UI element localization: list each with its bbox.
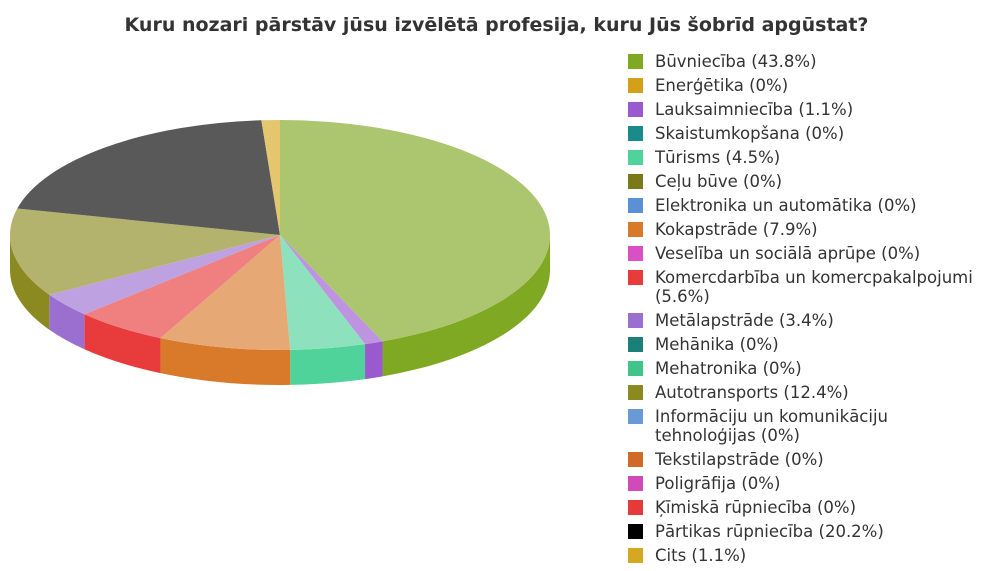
pie-slice-side [160,338,291,386]
chart-title: Kuru nozari pārstāv jūsu izvēlētā profes… [124,14,869,36]
legend-item: Elektronika un automātika (0%) [628,196,973,215]
legend-swatch [628,174,643,189]
legend-label: Autotransports (12.4%) [655,383,849,402]
pie-slice-side [365,341,383,380]
legend-swatch [628,476,643,491]
legend-item: Pārtikas rūpniecība (20.2%) [628,522,973,541]
legend-item: Skaistumkopšana (0%) [628,124,973,143]
legend-swatch [628,126,643,141]
pie-slice [49,235,280,315]
legend-label: Kokapstrāde (7.9%) [655,220,818,239]
legend-swatch [628,102,643,117]
legend-item: Lauksaimniecība (1.1%) [628,100,973,119]
legend-item: Kokapstrāde (7.9%) [628,220,973,239]
pie-slice-side [290,344,366,385]
legend-item: Veselība un sociālā aprūpe (0%) [628,244,973,263]
pie-slice-side [84,314,161,374]
pie-slice [160,235,291,351]
legend-item: Autotransports (12.4%) [628,383,973,402]
legend-label: Lauksaimniecība (1.1%) [655,100,854,119]
legend-swatch [628,270,643,285]
legend-label: Enerģētika (0%) [655,76,789,95]
legend-label: Mehānika (0%) [655,335,779,354]
legend-swatch [628,246,643,261]
legend-label: Skaistumkopšana (0%) [655,124,845,143]
legend-swatch [628,313,643,328]
legend-label: Pārtikas rūpniecība (20.2%) [655,522,884,541]
legend-label: Mehatronika (0%) [655,359,802,378]
pie-slice [280,235,366,350]
legend-label: Metālapstrāde (3.4%) [655,311,834,330]
legend-item: Informāciju un komunikāciju tehnoloģijas… [628,407,973,445]
legend-label: Komercdarbība un komercpakalpojumi (5.6%… [655,268,973,306]
legend-label: Tekstilapstrāde (0%) [655,450,824,469]
legend-label: Ceļu būve (0%) [655,172,783,191]
legend-swatch [628,548,643,563]
legend-item: Komercdarbība un komercpakalpojumi (5.6%… [628,268,973,306]
legend-swatch [628,337,643,352]
legend-swatch [628,409,643,424]
legend-swatch [628,150,643,165]
legend: Būvniecība (43.8%) Enerģētika (0%) Lauksai… [628,52,973,570]
chart [9,120,550,386]
legend-label: Būvniecība (43.8%) [655,52,817,71]
pie-slice-side [49,294,85,350]
legend-item: Mehānika (0%) [628,335,973,354]
legend-label: Veselība un sociālā aprūpe (0%) [655,244,921,263]
legend-item: Ķīmiskā rūpniecība (0%) [628,498,973,517]
legend-label: Ķīmiskā rūpniecība (0%) [655,498,857,517]
legend-item: Cits (1.1%) [628,546,973,565]
legend-item: Tūrisms (4.5%) [628,148,973,167]
pie-slice-side [382,235,550,377]
legend-item: Metālapstrāde (3.4%) [628,311,973,330]
legend-swatch [628,222,643,237]
pie-slice [280,120,550,342]
pie-slice-side [10,235,50,330]
legend-item: Būvniecība (43.8%) [628,52,973,71]
legend-swatch [628,198,643,213]
pie-slice [280,235,383,345]
legend-swatch [628,452,643,467]
legend-swatch [628,361,643,376]
legend-item: Ceļu būve (0%) [628,172,973,191]
legend-item: Tekstilapstrāde (0%) [628,450,973,469]
legend-swatch [628,54,643,69]
pie-slice [17,120,281,235]
legend-swatch [628,78,643,93]
legend-label: Cits (1.1%) [655,546,747,565]
legend-swatch [628,385,643,400]
pie-slice [9,208,280,295]
legend-swatch [628,524,643,539]
legend-item: Mehatronika (0%) [628,359,973,378]
pie-slice [261,120,280,235]
legend-swatch [628,500,643,515]
pie-slice [84,235,280,339]
legend-item: Enerģētika (0%) [628,76,973,95]
legend-item: Poligrāfija (0%) [628,474,973,493]
legend-label: Tūrisms (4.5%) [655,148,781,167]
legend-label: Informāciju un komunikāciju tehnoloģijas… [655,407,889,445]
legend-label: Elektronika un automātika (0%) [655,196,917,215]
legend-label: Poligrāfija (0%) [655,474,781,493]
